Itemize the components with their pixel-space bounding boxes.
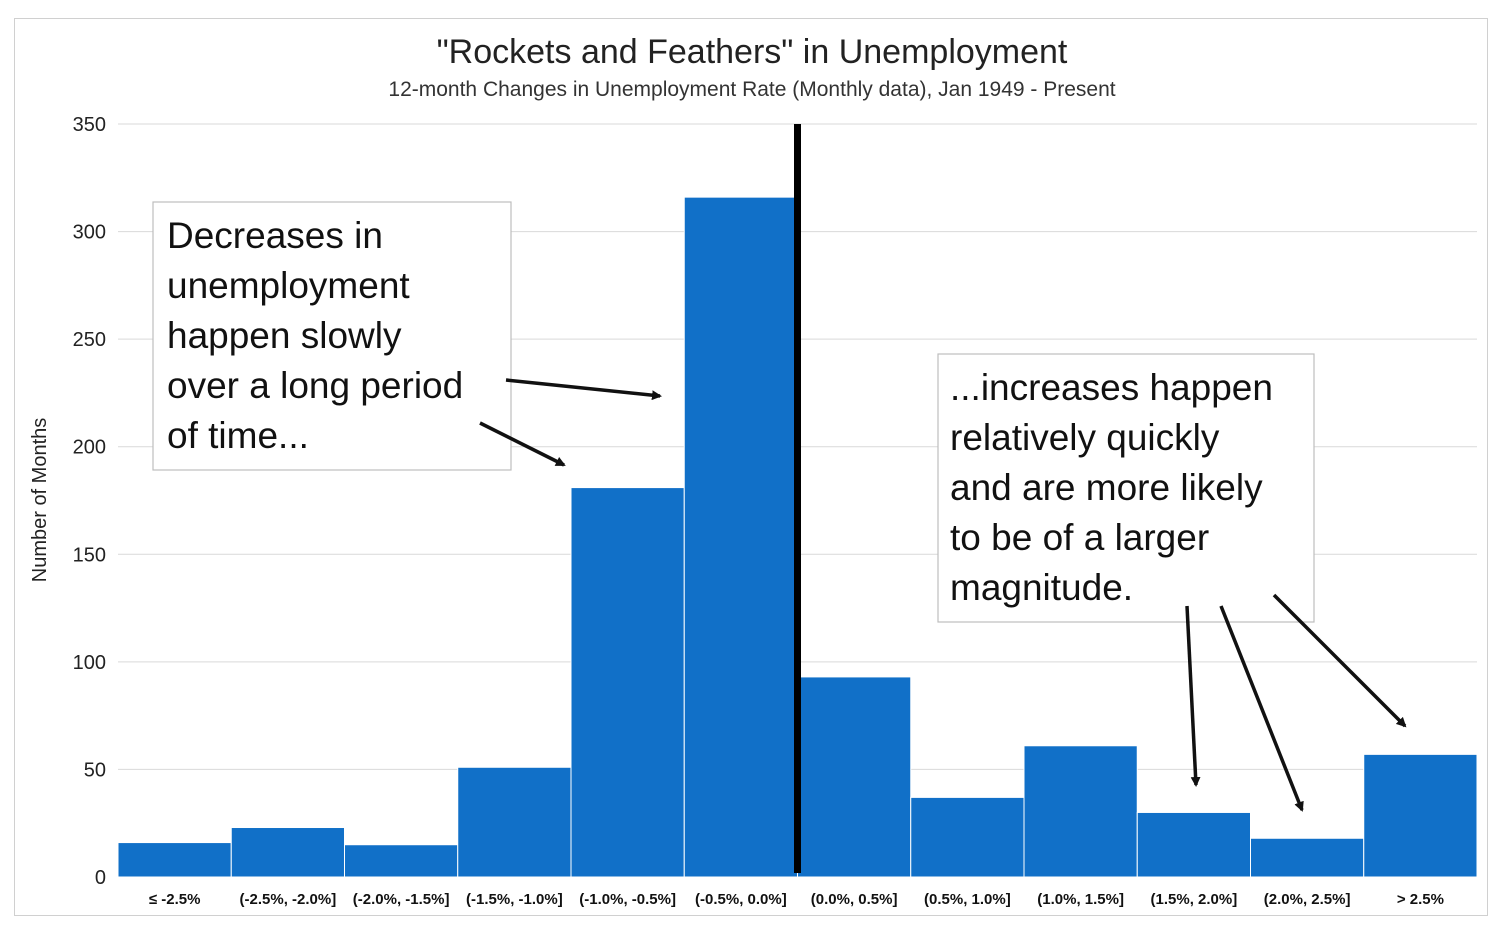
bar	[1250, 837, 1365, 878]
annotation-line: Decreases in	[167, 215, 383, 256]
annotation-decreases: Decreases in unemployment happen slowly …	[152, 201, 662, 471]
x-tick-label: (-1.5%, -1.0%]	[466, 891, 563, 908]
y-tick-label: 350	[73, 114, 106, 136]
y-tick-label: 200	[73, 437, 106, 459]
annotation-text-decreases: Decreases in unemployment happen slowly …	[167, 215, 473, 456]
x-tick-label: (2.0%, 2.5%]	[1264, 891, 1351, 908]
annotation-arrow	[1219, 605, 1304, 812]
bar	[570, 487, 685, 878]
bar	[457, 766, 572, 878]
annotation-box-increases	[937, 353, 1315, 623]
y-tick-label: 0	[95, 867, 106, 889]
x-tick-label: (-2.0%, -1.5%]	[353, 891, 450, 908]
bar	[1363, 753, 1478, 878]
chart-frame	[14, 18, 1488, 916]
bar	[1023, 745, 1138, 878]
bar	[797, 676, 912, 878]
annotation-line: over a long period	[167, 365, 463, 406]
x-tick-label: (0.5%, 1.0%]	[924, 891, 1011, 908]
x-tick-label: (-0.5%, 0.0%]	[695, 891, 787, 908]
y-tick-label: 100	[73, 652, 106, 674]
x-tick-label: (-2.5%, -2.0%]	[240, 891, 337, 908]
annotation-arrow	[1272, 593, 1407, 728]
x-tick-label: (0.0%, 0.5%]	[811, 891, 898, 908]
annotation-arrow	[1185, 605, 1201, 787]
bars	[117, 196, 1478, 878]
bar	[683, 196, 798, 878]
annotation-text-increases: ...increases happen relatively quickly a…	[950, 367, 1283, 608]
x-tick-labels: ≤ -2.5% (-2.5%, -2.0%] (-2.0%, -1.5%] (-1.5…	[149, 891, 1444, 908]
annotation-line: relatively quickly	[950, 417, 1220, 458]
x-tick-label: ≤ -2.5%	[149, 891, 201, 908]
annotation-increases: ...increases happen relatively quickly a…	[937, 353, 1407, 812]
annotation-line: magnitude.	[950, 567, 1133, 608]
x-tick-label: (1.0%, 1.5%]	[1037, 891, 1124, 908]
y-tick-label: 150	[73, 544, 106, 566]
y-tick-label: 300	[73, 222, 106, 244]
annotation-line: unemployment	[167, 265, 410, 306]
chart-subtitle: 12-month Changes in Unemployment Rate (M…	[388, 78, 1115, 101]
annotation-arrow	[479, 421, 566, 467]
annotation-line: ...increases happen	[950, 367, 1273, 408]
bar	[117, 842, 232, 878]
annotation-line: of time...	[167, 415, 309, 456]
bar	[230, 827, 345, 878]
annotation-arrow	[505, 378, 662, 401]
y-tick-labels: 0 50 100 150 200 250 300 350	[73, 114, 106, 889]
annotation-line: and are more likely	[950, 467, 1263, 508]
chart-title: "Rockets and Feathers" in Unemployment	[437, 33, 1068, 71]
bar	[1136, 811, 1251, 878]
y-tick-label: 50	[84, 759, 106, 781]
x-tick-label: (-1.0%, -0.5%]	[579, 891, 676, 908]
annotation-line: happen slowly	[167, 315, 402, 356]
x-tick-label: (1.5%, 2.0%]	[1151, 891, 1238, 908]
annotation-box-decreases	[152, 201, 512, 471]
annotation-line: to be of a larger	[950, 517, 1209, 558]
bar	[344, 844, 459, 878]
bar	[910, 796, 1025, 878]
y-axis-label: Number of Months	[29, 418, 51, 583]
y-tick-label: 250	[73, 329, 106, 351]
x-tick-label: > 2.5%	[1397, 891, 1444, 908]
